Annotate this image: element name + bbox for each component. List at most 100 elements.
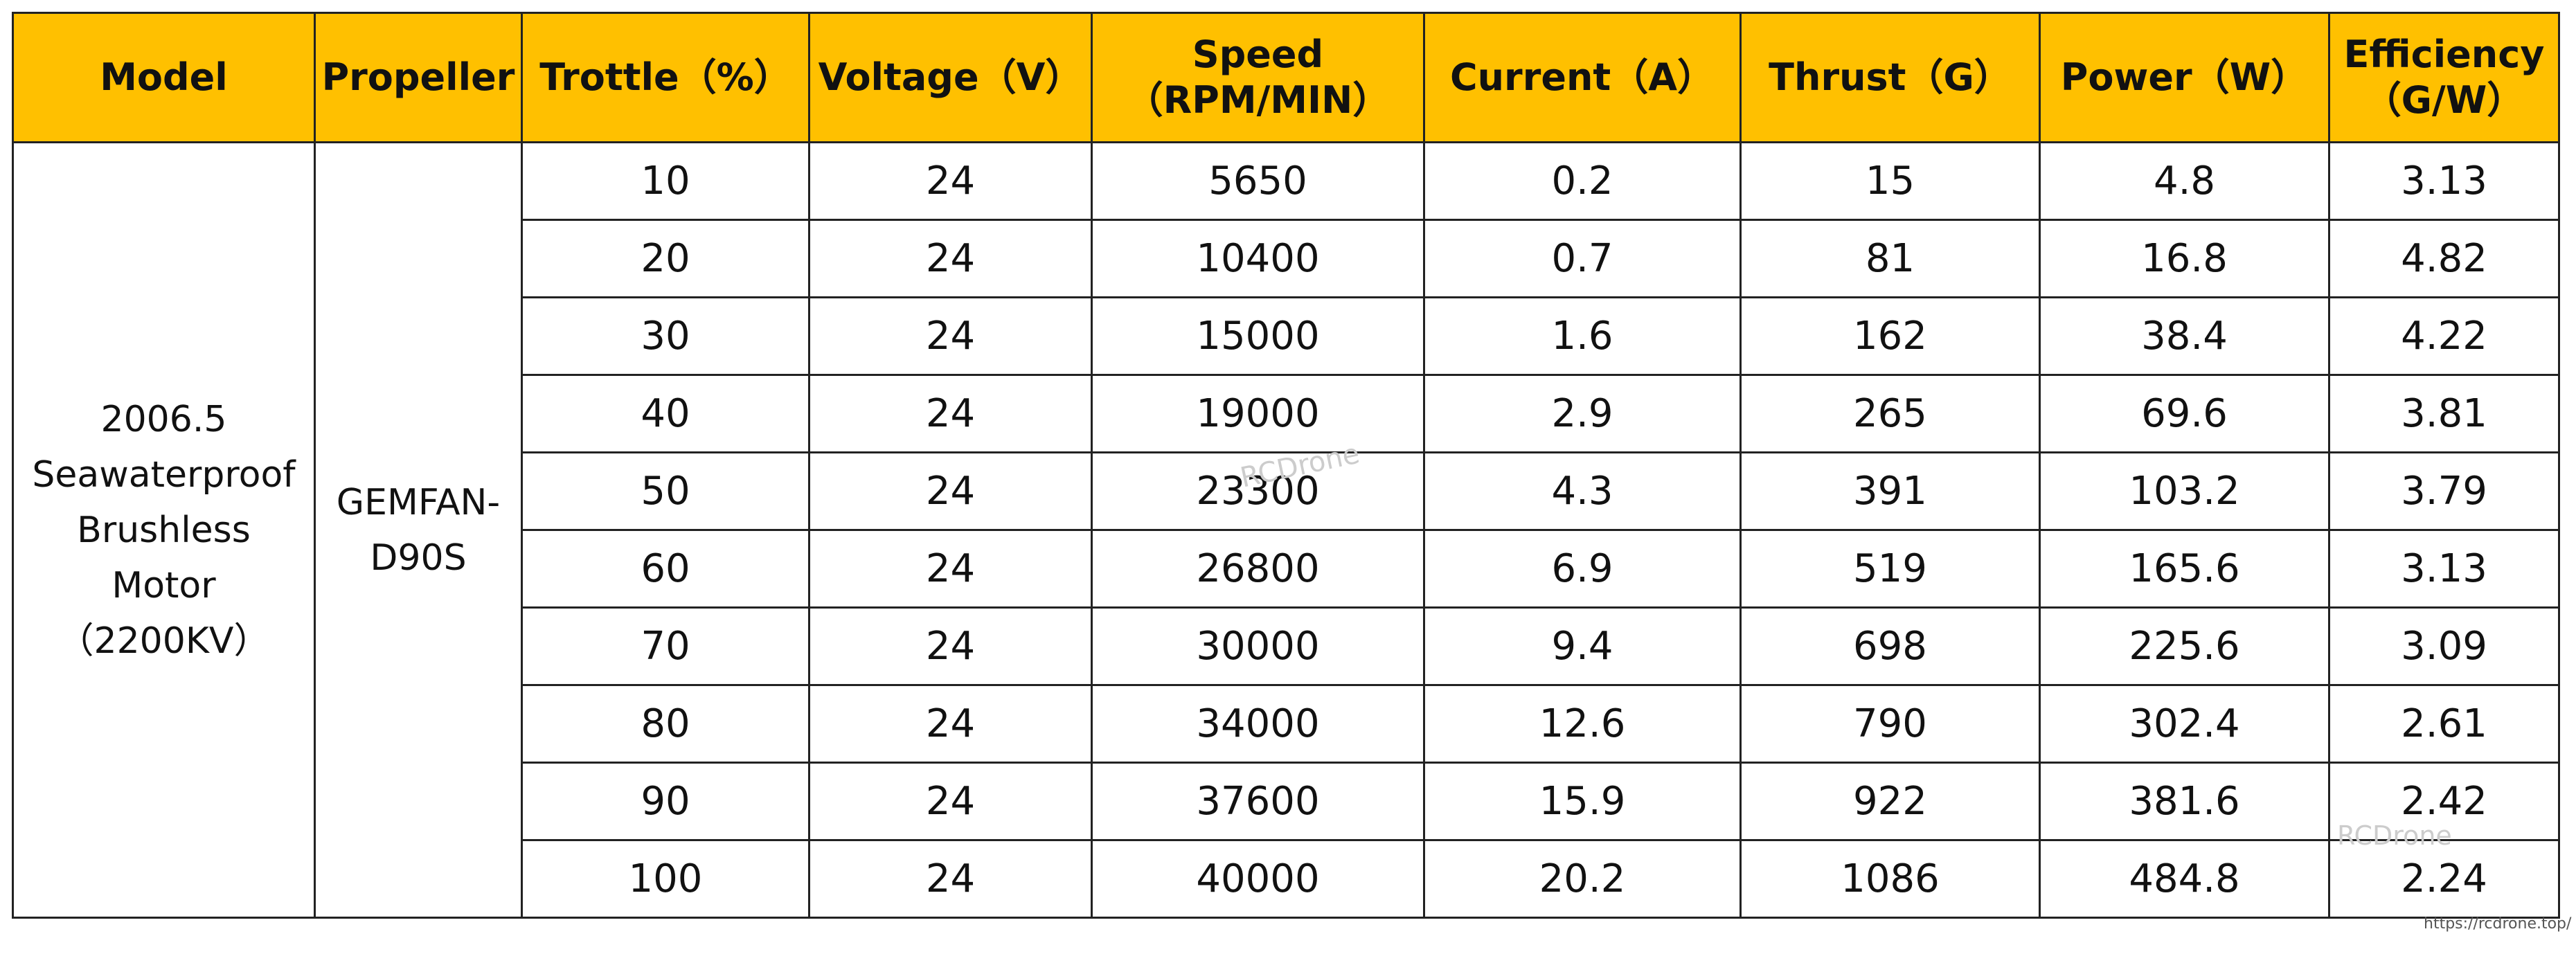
data-cell: 0.2 [1423,141,1742,221]
data-cell: 4.82 [2328,219,2560,298]
data-cell: 9.4 [1423,606,1742,686]
data-cell: 10 [521,141,810,221]
table-row: 80 24 34000 12.6 790 302.4 2.61 [13,684,2560,764]
header-cell: Model [12,12,316,143]
data-cell: 4.8 [2039,141,2330,221]
data-cell: 40 [521,374,810,453]
data-cell: 24 [808,374,1093,453]
table-row: 90 24 37600 15.9 922 381.6 2.42 [13,762,2560,841]
data-cell: 34000 [1091,684,1425,764]
data-cell: 1.6 [1423,296,1742,376]
data-cell: 4.22 [2328,296,2560,376]
line: （RPM/MIN） [1125,78,1390,122]
data-cell: 103.2 [2039,451,2330,531]
table-row: 20 24 10400 0.7 81 16.8 4.82 [13,219,2560,298]
data-cell: 26800 [1091,529,1425,609]
header-cell: Power（W） [2039,12,2330,143]
data-cell: 2.24 [2328,839,2560,919]
line: Power（W） [2060,55,2309,99]
line: D90S [370,537,467,579]
data-cell: 30000 [1091,606,1425,686]
data-cell: 4.3 [1423,451,1742,531]
data-cell: 16.8 [2039,219,2330,298]
line: Efficiency [2343,33,2545,76]
line: Current（A） [1449,55,1715,99]
data-cell: 302.4 [2039,684,2330,764]
line: （G/W） [2363,78,2525,122]
table-row: 2006.5 Seawaterproof Brushless Motor （2200KV… [12,141,2560,919]
line: Motor [111,564,216,606]
data-cell: 24 [808,606,1093,686]
data-cell: 50 [521,451,810,531]
data-cell: 19000 [1091,374,1425,453]
data-cell: 38.4 [2039,296,2330,376]
data-cell: 24 [808,762,1093,841]
model-cell: 2006.5 Seawaterproof Brushless Motor （2200KV… [12,141,316,919]
table-row: 60 24 26800 6.9 519 165.6 3.13 [13,529,2560,609]
header-cell: Efficiency （G/W） [2328,12,2560,143]
table-row: 70 24 30000 9.4 698 225.6 3.09 [13,606,2560,686]
propeller-cell: GEMFAN- D90S [314,141,523,919]
table-row: 100 24 40000 20.2 1086 484.8 2.24 [13,839,2560,919]
line: Model [100,55,228,99]
table-row: 50 24 23300 4.3 391 103.2 3.79 [13,451,2560,531]
data-cell: 3.79 [2328,451,2560,531]
data-cell: 24 [808,684,1093,764]
data-cell: 5650 [1091,141,1425,221]
data-cell: 24 [808,529,1093,609]
data-cell: 381.6 [2039,762,2330,841]
data-cell: 2.9 [1423,374,1742,453]
header-cell: Trottle（%） [521,12,810,143]
data-cell: 15 [1739,141,2041,221]
data-cell: 30 [521,296,810,376]
watermark: https://rcdrone.top/ [2424,915,2572,933]
data-cell: 20 [521,219,810,298]
watermark: RCDrone [2337,820,2452,851]
data-cell: 1086 [1739,839,2041,919]
data-cell: 225.6 [2039,606,2330,686]
data-cell: 100 [521,839,810,919]
line: （2200KV） [57,620,270,662]
data-cell: 698 [1739,606,2041,686]
data-cell: 6.9 [1423,529,1742,609]
line: Thrust（G） [1769,55,2012,99]
data-cell: 60 [521,529,810,609]
table-row: 30 24 15000 1.6 162 38.4 4.22 [13,296,2560,376]
data-cell: 265 [1739,374,2041,453]
data-cell: 3.09 [2328,606,2560,686]
data-cell: 922 [1739,762,2041,841]
table-row: 40 24 19000 2.9 265 69.6 3.81 [13,374,2560,453]
data-cell: 15.9 [1423,762,1742,841]
data-cell: 15000 [1091,296,1425,376]
data-cell: 37600 [1091,762,1425,841]
data-cell: 80 [521,684,810,764]
line: Brushless [77,509,251,551]
data-cell: 20.2 [1423,839,1742,919]
data-cell: 24 [808,451,1093,531]
data-cell: 3.13 [2328,529,2560,609]
data-cell: 40000 [1091,839,1425,919]
data-cell: 90 [521,762,810,841]
data-cell: 70 [521,606,810,686]
data-cell: 2.42 [2328,762,2560,841]
data-cell: 10400 [1091,219,1425,298]
data-cell: 2.61 [2328,684,2560,764]
line: Seawaterproof [32,453,296,496]
header-cell: Speed （RPM/MIN） [1091,12,1425,143]
header-cell: Voltage（V） [808,12,1093,143]
line: Propeller [321,55,515,99]
line: Speed [1192,33,1324,76]
header-cell: Thrust（G） [1739,12,2041,143]
data-cell: 12.6 [1423,684,1742,764]
line: GEMFAN- [336,481,501,523]
data-cell: 519 [1739,529,2041,609]
header-cell: Current（A） [1423,12,1742,143]
data-cell: 0.7 [1423,219,1742,298]
data-cell: 484.8 [2039,839,2330,919]
data-cell: 81 [1739,219,2041,298]
data-cell: 24 [808,296,1093,376]
line: Trottle（%） [539,55,791,99]
data-cell: 165.6 [2039,529,2330,609]
line: Voltage（V） [818,55,1083,99]
